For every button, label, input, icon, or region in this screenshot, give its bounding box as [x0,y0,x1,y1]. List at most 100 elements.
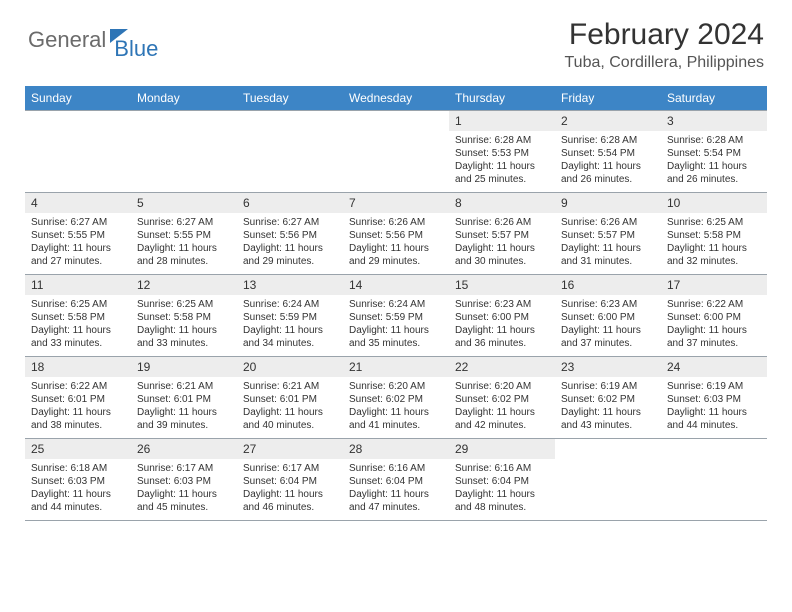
logo-text-blue: Blue [114,36,158,62]
header: General Blue February 2024 Tuba, Cordill… [0,0,792,80]
day-number: 22 [449,357,555,377]
day-details: Sunrise: 6:16 AMSunset: 6:04 PMDaylight:… [449,459,555,519]
calendar-cell: 16Sunrise: 6:23 AMSunset: 6:00 PMDayligh… [555,274,661,356]
month-title: February 2024 [564,18,764,52]
calendar-cell: 7Sunrise: 6:26 AMSunset: 5:56 PMDaylight… [343,192,449,274]
day-details: Sunrise: 6:17 AMSunset: 6:03 PMDaylight:… [131,459,237,519]
day-details: Sunrise: 6:22 AMSunset: 6:01 PMDaylight:… [25,377,131,437]
day-details: Sunrise: 6:21 AMSunset: 6:01 PMDaylight:… [131,377,237,437]
calendar-cell [661,438,767,520]
day-number: 7 [343,193,449,213]
day-number: 28 [343,439,449,459]
day-number: 17 [661,275,767,295]
day-details: Sunrise: 6:17 AMSunset: 6:04 PMDaylight:… [237,459,343,519]
calendar-cell: 22Sunrise: 6:20 AMSunset: 6:02 PMDayligh… [449,356,555,438]
calendar-cell: 29Sunrise: 6:16 AMSunset: 6:04 PMDayligh… [449,438,555,520]
day-details: Sunrise: 6:26 AMSunset: 5:56 PMDaylight:… [343,213,449,273]
day-number: 29 [449,439,555,459]
day-details: Sunrise: 6:27 AMSunset: 5:55 PMDaylight:… [25,213,131,273]
calendar-cell [25,110,131,192]
calendar-cell [131,110,237,192]
day-number: 8 [449,193,555,213]
weekday-header: Tuesday [237,86,343,110]
weekday-header: Wednesday [343,86,449,110]
calendar-cell: 15Sunrise: 6:23 AMSunset: 6:00 PMDayligh… [449,274,555,356]
day-details: Sunrise: 6:23 AMSunset: 6:00 PMDaylight:… [449,295,555,355]
day-details: Sunrise: 6:27 AMSunset: 5:55 PMDaylight:… [131,213,237,273]
calendar-cell: 19Sunrise: 6:21 AMSunset: 6:01 PMDayligh… [131,356,237,438]
weekday-header: Saturday [661,86,767,110]
calendar-cell [555,438,661,520]
logo-text-gray: General [28,27,106,53]
calendar-cell: 21Sunrise: 6:20 AMSunset: 6:02 PMDayligh… [343,356,449,438]
weekday-header: Thursday [449,86,555,110]
day-details: Sunrise: 6:25 AMSunset: 5:58 PMDaylight:… [661,213,767,273]
calendar-cell: 6Sunrise: 6:27 AMSunset: 5:56 PMDaylight… [237,192,343,274]
day-number: 11 [25,275,131,295]
day-details: Sunrise: 6:19 AMSunset: 6:03 PMDaylight:… [661,377,767,437]
calendar-cell: 3Sunrise: 6:28 AMSunset: 5:54 PMDaylight… [661,110,767,192]
calendar-header-row: SundayMondayTuesdayWednesdayThursdayFrid… [25,86,767,110]
day-number: 15 [449,275,555,295]
day-details: Sunrise: 6:26 AMSunset: 5:57 PMDaylight:… [449,213,555,273]
day-number: 10 [661,193,767,213]
calendar-cell: 14Sunrise: 6:24 AMSunset: 5:59 PMDayligh… [343,274,449,356]
day-number: 6 [237,193,343,213]
day-details: Sunrise: 6:24 AMSunset: 5:59 PMDaylight:… [237,295,343,355]
day-number: 12 [131,275,237,295]
calendar-cell: 24Sunrise: 6:19 AMSunset: 6:03 PMDayligh… [661,356,767,438]
calendar-cell: 4Sunrise: 6:27 AMSunset: 5:55 PMDaylight… [25,192,131,274]
day-number: 27 [237,439,343,459]
day-details: Sunrise: 6:28 AMSunset: 5:53 PMDaylight:… [449,131,555,191]
day-details: Sunrise: 6:28 AMSunset: 5:54 PMDaylight:… [555,131,661,191]
day-number: 25 [25,439,131,459]
day-details: Sunrise: 6:27 AMSunset: 5:56 PMDaylight:… [237,213,343,273]
calendar-body: 1Sunrise: 6:28 AMSunset: 5:53 PMDaylight… [25,110,767,520]
calendar-cell: 12Sunrise: 6:25 AMSunset: 5:58 PMDayligh… [131,274,237,356]
calendar-bottom-border [25,520,767,521]
day-details: Sunrise: 6:16 AMSunset: 6:04 PMDaylight:… [343,459,449,519]
calendar-cell: 5Sunrise: 6:27 AMSunset: 5:55 PMDaylight… [131,192,237,274]
calendar-cell: 20Sunrise: 6:21 AMSunset: 6:01 PMDayligh… [237,356,343,438]
day-number: 2 [555,111,661,131]
day-number: 5 [131,193,237,213]
title-block: February 2024 Tuba, Cordillera, Philippi… [564,18,764,72]
day-details: Sunrise: 6:28 AMSunset: 5:54 PMDaylight:… [661,131,767,191]
day-number: 14 [343,275,449,295]
day-details: Sunrise: 6:18 AMSunset: 6:03 PMDaylight:… [25,459,131,519]
day-number: 1 [449,111,555,131]
day-details: Sunrise: 6:25 AMSunset: 5:58 PMDaylight:… [131,295,237,355]
day-number: 23 [555,357,661,377]
day-details: Sunrise: 6:25 AMSunset: 5:58 PMDaylight:… [25,295,131,355]
day-number: 24 [661,357,767,377]
calendar-cell: 28Sunrise: 6:16 AMSunset: 6:04 PMDayligh… [343,438,449,520]
day-number: 19 [131,357,237,377]
day-number: 16 [555,275,661,295]
calendar-cell: 9Sunrise: 6:26 AMSunset: 5:57 PMDaylight… [555,192,661,274]
weekday-header: Monday [131,86,237,110]
calendar-cell: 23Sunrise: 6:19 AMSunset: 6:02 PMDayligh… [555,356,661,438]
day-number: 21 [343,357,449,377]
calendar: SundayMondayTuesdayWednesdayThursdayFrid… [25,86,767,520]
calendar-cell: 2Sunrise: 6:28 AMSunset: 5:54 PMDaylight… [555,110,661,192]
weekday-header: Friday [555,86,661,110]
calendar-cell: 18Sunrise: 6:22 AMSunset: 6:01 PMDayligh… [25,356,131,438]
day-number: 26 [131,439,237,459]
day-details: Sunrise: 6:19 AMSunset: 6:02 PMDaylight:… [555,377,661,437]
day-details: Sunrise: 6:24 AMSunset: 5:59 PMDaylight:… [343,295,449,355]
day-number: 18 [25,357,131,377]
day-number: 20 [237,357,343,377]
calendar-cell [343,110,449,192]
calendar-cell: 8Sunrise: 6:26 AMSunset: 5:57 PMDaylight… [449,192,555,274]
location: Tuba, Cordillera, Philippines [564,54,764,72]
day-number: 3 [661,111,767,131]
day-details: Sunrise: 6:20 AMSunset: 6:02 PMDaylight:… [449,377,555,437]
logo: General Blue [28,18,158,62]
day-details: Sunrise: 6:22 AMSunset: 6:00 PMDaylight:… [661,295,767,355]
calendar-cell: 13Sunrise: 6:24 AMSunset: 5:59 PMDayligh… [237,274,343,356]
weekday-header: Sunday [25,86,131,110]
calendar-cell: 25Sunrise: 6:18 AMSunset: 6:03 PMDayligh… [25,438,131,520]
day-details: Sunrise: 6:21 AMSunset: 6:01 PMDaylight:… [237,377,343,437]
calendar-cell: 26Sunrise: 6:17 AMSunset: 6:03 PMDayligh… [131,438,237,520]
calendar-cell: 10Sunrise: 6:25 AMSunset: 5:58 PMDayligh… [661,192,767,274]
